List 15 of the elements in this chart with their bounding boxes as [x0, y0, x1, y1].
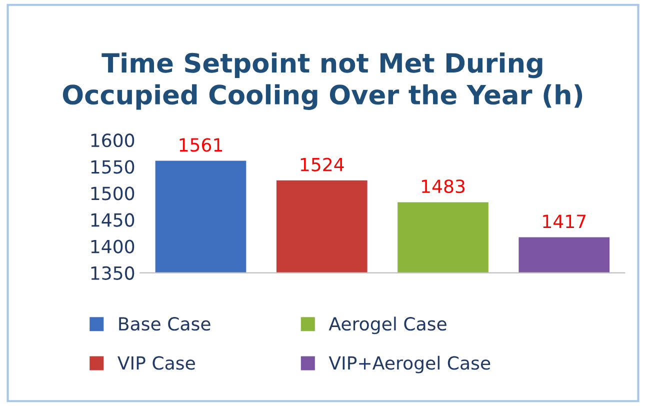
y-tick-label: 1450 [91, 213, 134, 227]
data-label: 1524 [300, 158, 344, 172]
y-tick-label: 1350 [91, 266, 134, 280]
y-tick-label: 1550 [91, 160, 134, 174]
legend-label: Base Case [119, 317, 210, 331]
y-tick-label: 1400 [91, 240, 134, 254]
legend-label: VIP Case [118, 356, 195, 370]
data-label: 1561 [180, 138, 222, 152]
legend-label: Aerogel Case [328, 316, 446, 334]
chart-title: Time Setpoint not Met During Occupied Cooling Over the Year (h) [62, 52, 582, 110]
legend-label: VIP+Aerogel Case [328, 356, 490, 374]
y-tick-label: 1600 [91, 134, 134, 148]
data-label: 1417 [543, 214, 586, 228]
y-tick-label: 1500 [91, 186, 134, 200]
data-label: 1483 [422, 179, 465, 194]
